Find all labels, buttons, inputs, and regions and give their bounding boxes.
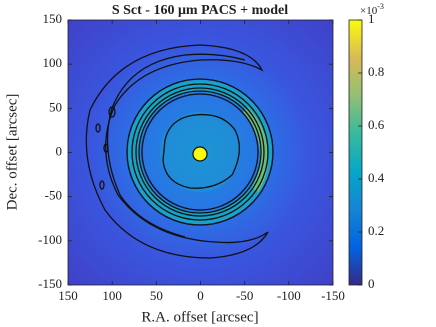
colorbar-tick-label: 0 [368, 276, 375, 291]
x-axis-label: R.A. offset [arcsec] [141, 309, 258, 325]
y-tick-label: 0 [56, 143, 63, 158]
colorbar-tick-label: 0.8 [368, 64, 384, 79]
x-tick-label: 0 [197, 288, 204, 303]
contours [85, 44, 274, 259]
x-tick-label: -50 [236, 288, 253, 303]
colorbar-tick-label: 0.6 [368, 117, 385, 132]
colorbar-tick-label: 0.2 [368, 223, 384, 238]
colorbar-tick-label: 0.4 [368, 170, 385, 185]
x-tick-label: 50 [150, 288, 163, 303]
colorbar-scale-base: ×10 [360, 5, 378, 17]
y-tick-label: 150 [43, 11, 63, 26]
colorbar-scale: ×10-3 [360, 2, 384, 17]
image [68, 20, 333, 285]
colorbar-scale-exponent: -3 [377, 2, 384, 11]
x-tick-label: 150 [58, 288, 78, 303]
y-tick-label: -50 [45, 188, 62, 203]
y-tick-label: -150 [38, 276, 62, 291]
x-tick-label: -150 [321, 288, 345, 303]
y-axis-label: Dec. offset [arcsec] [4, 94, 20, 211]
x-tick-label: 100 [102, 288, 122, 303]
x-tick-label: -100 [277, 288, 301, 303]
y-tick-label: 100 [43, 55, 63, 70]
y-tick-label: 50 [49, 99, 62, 114]
chart-title: S Sct - 160 μm PACS + model [112, 3, 288, 18]
y-tick-label: -100 [38, 232, 62, 247]
colorbar [348, 19, 363, 286]
colorbar-tick-label: 1 [368, 11, 375, 26]
